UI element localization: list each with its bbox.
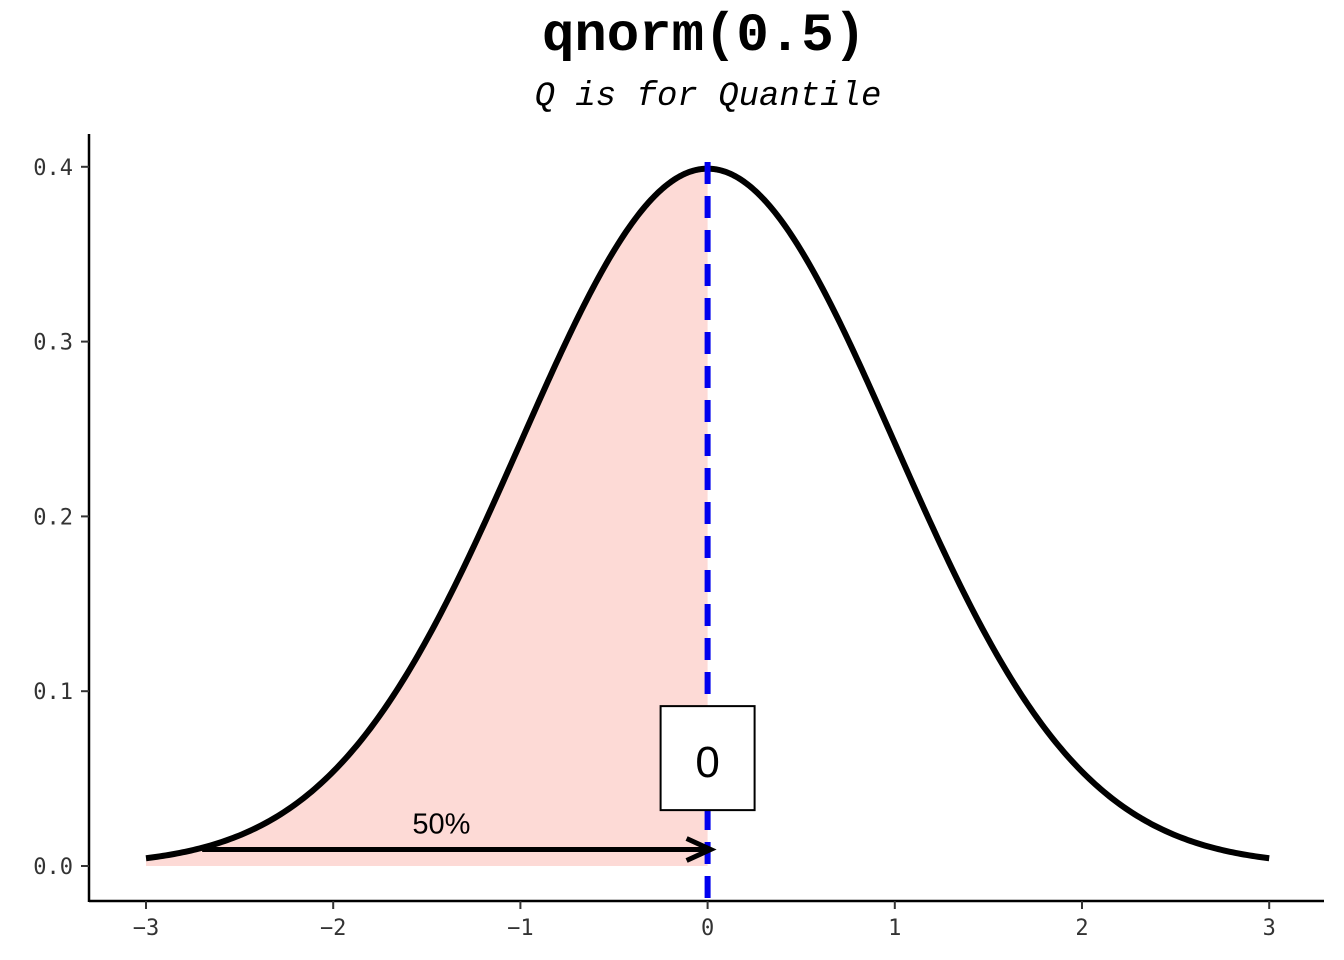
x-tick-label: 3 — [1263, 916, 1276, 941]
y-tick-label: 0.0 — [33, 855, 73, 880]
arrow-head — [685, 836, 717, 863]
x-tick-label: −1 — [507, 916, 534, 941]
y-tick-label: 0.4 — [33, 156, 73, 181]
x-tick-label: 0 — [701, 916, 714, 941]
quantile-label-box — [659, 705, 756, 812]
arrow-label: 50% — [412, 809, 470, 841]
y-tick-label: 0.2 — [33, 505, 73, 530]
chart-subtitle: Q is for Quantile — [534, 78, 882, 116]
x-tick-label: 2 — [1075, 916, 1088, 941]
x-tick-label: −3 — [133, 916, 160, 941]
quantile-label-text: 0 — [695, 738, 719, 787]
x-tick-label: −2 — [320, 916, 347, 941]
y-tick-label: 0.3 — [33, 331, 73, 356]
chart-title: qnorm(0.5) — [541, 6, 867, 67]
y-tick-label: 0.1 — [33, 680, 73, 705]
shaded-area — [146, 168, 708, 866]
x-tick-label: 1 — [888, 916, 901, 941]
